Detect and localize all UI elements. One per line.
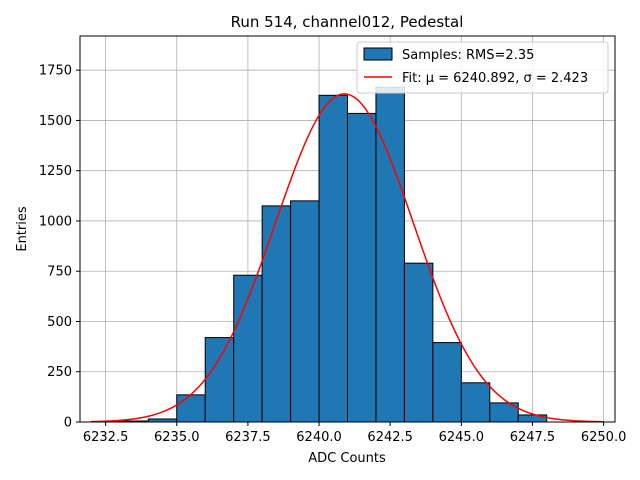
legend-samples-swatch: [363, 47, 393, 61]
legend-samples-label: Samples: RMS=2.35: [402, 48, 534, 63]
x-tick-label-3: 6240.0: [296, 430, 342, 445]
y-tick-label-4: 1000: [39, 214, 72, 229]
plot-frame: [79, 35, 616, 423]
histogram-bar-13: [460, 382, 491, 423]
x-axis-ticks: 6232.5 6235.0 6237.5 6240.0 6242.5 6245.0 6247…: [83, 422, 627, 445]
histogram-bar-12: [432, 342, 462, 423]
x-tick-label-2: 6237.5: [225, 430, 271, 445]
x-tick-label-1: 6235.0: [154, 430, 200, 445]
y-tick-label-7: 1750: [39, 64, 72, 79]
y-tick-label-3: 750: [47, 265, 72, 280]
legend-fit-label: Fit: μ = 6240.892, σ = 2.423: [402, 71, 588, 86]
y-axis-ticks: 0 250 500 750 1000 1250 1500 1750: [39, 64, 80, 431]
histogram-bar-3: [176, 394, 206, 423]
x-axis-label: ADC Counts: [308, 451, 386, 466]
y-tick-label-1: 250: [47, 365, 72, 380]
x-tick-label-5: 6245.0: [439, 430, 485, 445]
y-tick-label-2: 500: [47, 315, 72, 330]
y-tick-label-0: 0: [64, 416, 72, 431]
y-tick-label-5: 1250: [39, 164, 72, 179]
y-axis-label: Entries: [15, 206, 30, 252]
x-tick-label-0: 6232.5: [83, 430, 129, 445]
histogram-bar-11: [403, 262, 434, 423]
histogram-bar-7: [290, 200, 320, 423]
gaussian-fit-line: [91, 93, 604, 423]
histogram-bar-10: [375, 86, 405, 423]
histogram-bar-6: [261, 205, 292, 423]
histogram-bar-8: [318, 94, 348, 423]
histogram-bars: [90, 86, 548, 423]
histogram-bar-4: [204, 337, 235, 423]
x-tick-label-4: 6242.5: [367, 430, 413, 445]
chart-title: Run 514, channel012, Pedestal: [231, 13, 464, 31]
legend-box: [356, 41, 609, 94]
x-tick-label-6: 6247.5: [510, 430, 556, 445]
y-tick-label-6: 1500: [39, 114, 72, 129]
histogram-bar-9: [347, 112, 377, 423]
legend: Samples: RMS=2.35 Fit: μ = 6240.892, σ =…: [356, 41, 609, 94]
x-tick-label-7: 6250.0: [581, 430, 627, 445]
